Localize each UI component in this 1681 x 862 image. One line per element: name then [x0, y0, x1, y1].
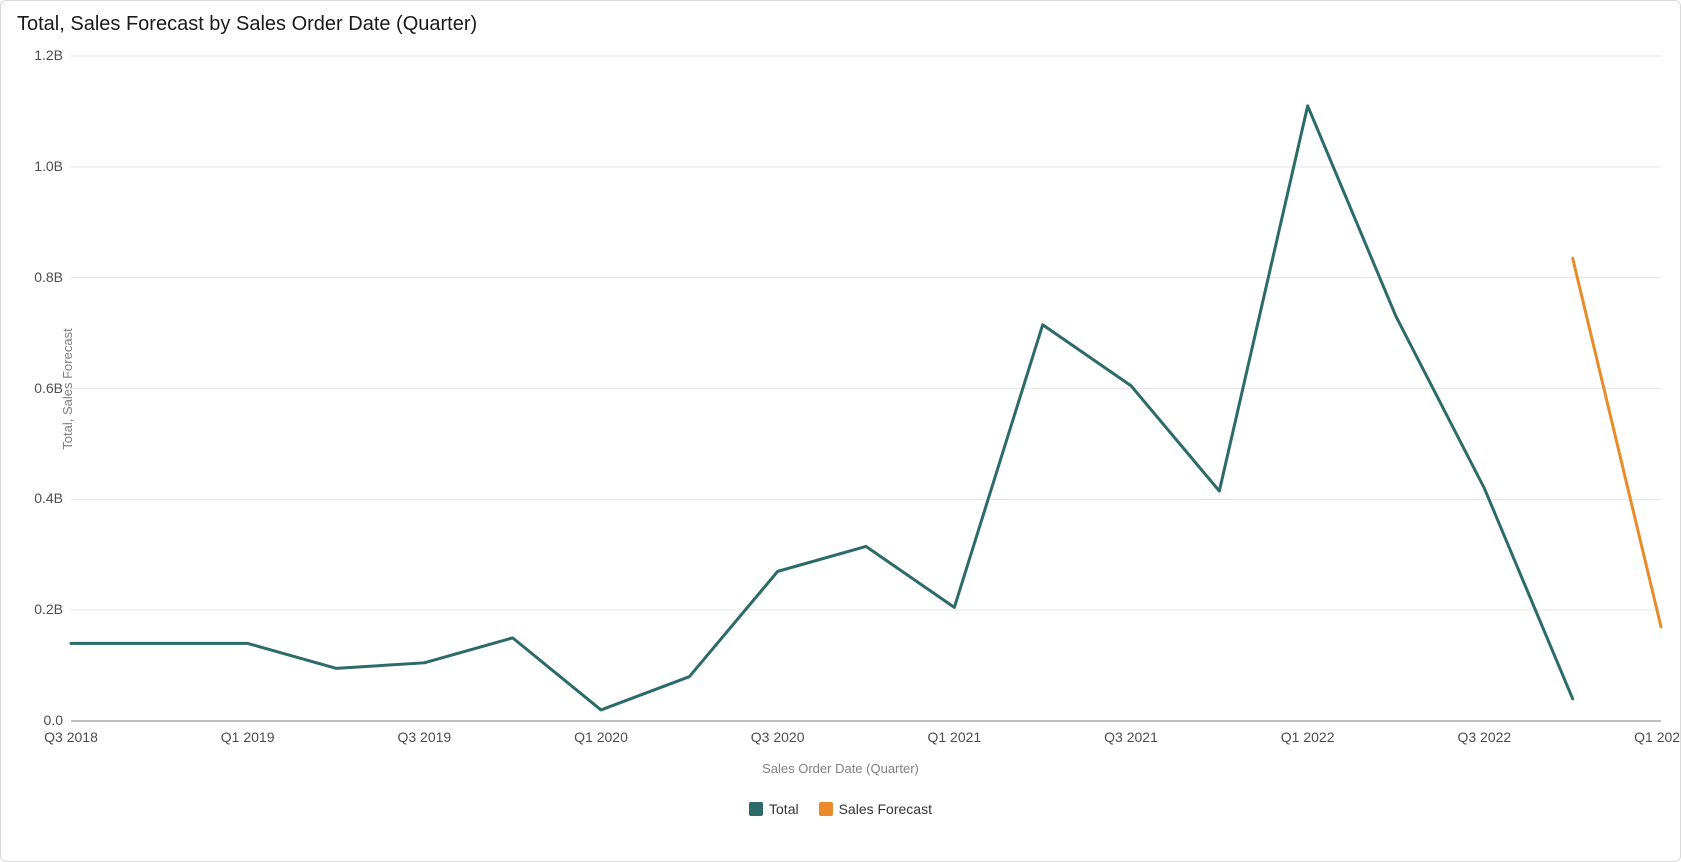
- x-axis-title: Sales Order Date (Quarter): [1, 761, 1680, 776]
- chart-card: Total, Sales Forecast by Sales Order Dat…: [0, 0, 1681, 862]
- legend-item-sales-forecast[interactable]: Sales Forecast: [819, 801, 932, 817]
- x-tick-label: Q1 2022: [1281, 729, 1335, 745]
- y-tick-label: 1.0B: [34, 158, 63, 174]
- y-tick-label: 0.4B: [34, 490, 63, 506]
- series-line-sales-forecast: [1573, 258, 1661, 627]
- x-tick-label: Q3 2021: [1104, 729, 1158, 745]
- legend-label: Sales Forecast: [839, 801, 932, 817]
- x-tick-label: Q3 2022: [1457, 729, 1511, 745]
- y-tick-label: 1.2B: [34, 47, 63, 63]
- y-tick-label: 0.6B: [34, 380, 63, 396]
- x-tick-label: Q3 2020: [751, 729, 805, 745]
- y-tick-label: 0.8B: [34, 269, 63, 285]
- series-line-total: [71, 106, 1573, 710]
- legend-item-total[interactable]: Total: [749, 801, 799, 817]
- legend-swatch: [749, 802, 763, 816]
- x-tick-label: Q1 2020: [574, 729, 628, 745]
- x-tick-label: Q3 2018: [44, 729, 98, 745]
- plot-wrap: Total, Sales Forecast 0.00.2B0.4B0.6B0.8…: [1, 1, 1680, 861]
- y-tick-label: 0.0: [44, 712, 63, 728]
- x-tick-label: Q3 2019: [397, 729, 451, 745]
- legend-swatch: [819, 802, 833, 816]
- x-tick-label: Q1 2021: [927, 729, 981, 745]
- chart-legend: Total Sales Forecast: [1, 801, 1680, 819]
- legend-label: Total: [769, 801, 799, 817]
- y-tick-label: 0.2B: [34, 601, 63, 617]
- x-tick-label: Q1 2019: [221, 729, 275, 745]
- x-tick-label: Q1 2023: [1634, 729, 1681, 745]
